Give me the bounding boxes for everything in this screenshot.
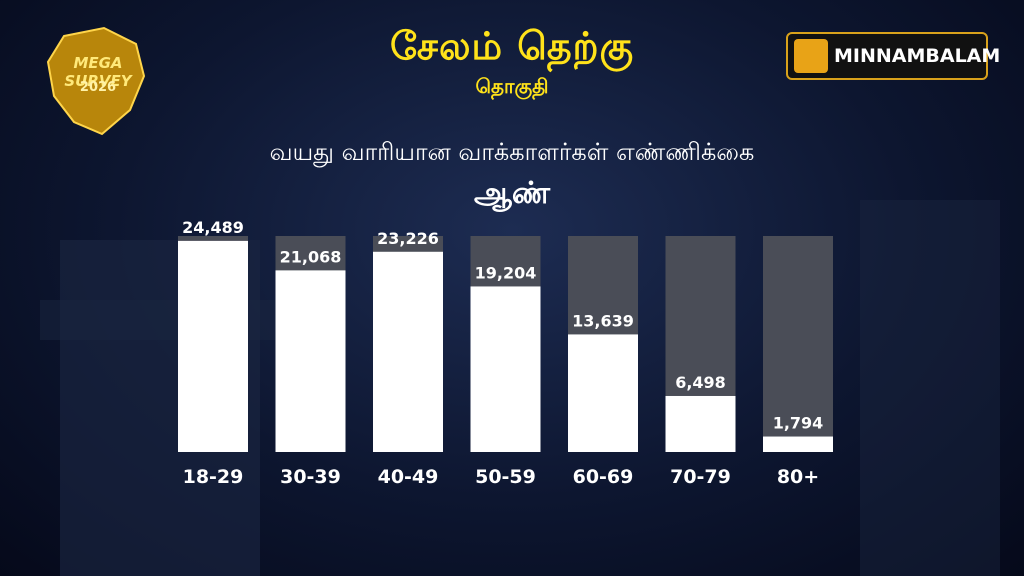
category-label: 60-69: [573, 466, 634, 488]
page-title: சேலம் தெற்கு: [389, 24, 635, 68]
brand-logo-icon: [794, 39, 828, 73]
mega-survey-badge: [46, 26, 146, 136]
badge-year: 2026: [79, 80, 117, 95]
category-label: 50-59: [475, 466, 536, 488]
chart-title: வயது வாரியான வாக்காளர்கள் எண்ணிக்கை: [269, 138, 755, 166]
bar-track: [763, 236, 833, 452]
brand-logo: MINNAMBALAM: [786, 32, 1000, 80]
category-label: 70-79: [670, 466, 731, 488]
bar-80+: [763, 436, 833, 452]
data-label: 13,639: [572, 311, 634, 330]
data-label: 24,489: [182, 218, 244, 237]
bar-60-69: [568, 334, 638, 452]
bar-18-29: [178, 240, 248, 452]
bar-70-79: [665, 395, 736, 452]
data-label: 23,226: [377, 229, 439, 248]
data-label: 1,794: [773, 414, 824, 433]
chart-subtitle: ஆண்: [473, 176, 551, 211]
category-label: 40-49: [378, 466, 439, 488]
data-label: 19,204: [475, 263, 537, 282]
category-label: 30-39: [280, 466, 341, 488]
category-label: 80+: [777, 466, 819, 488]
brand-name: MINNAMBALAM: [834, 45, 1001, 67]
badge-title: MEGA SURVEY: [64, 54, 132, 90]
page-subtitle: தொகுதி: [475, 74, 549, 98]
bar-30-39: [275, 270, 346, 452]
category-label: 18-29: [183, 466, 244, 488]
data-label: 21,068: [280, 247, 342, 266]
bar-40-49: [373, 251, 443, 452]
data-label: 6,498: [675, 373, 726, 392]
bar-50-59: [470, 286, 541, 452]
